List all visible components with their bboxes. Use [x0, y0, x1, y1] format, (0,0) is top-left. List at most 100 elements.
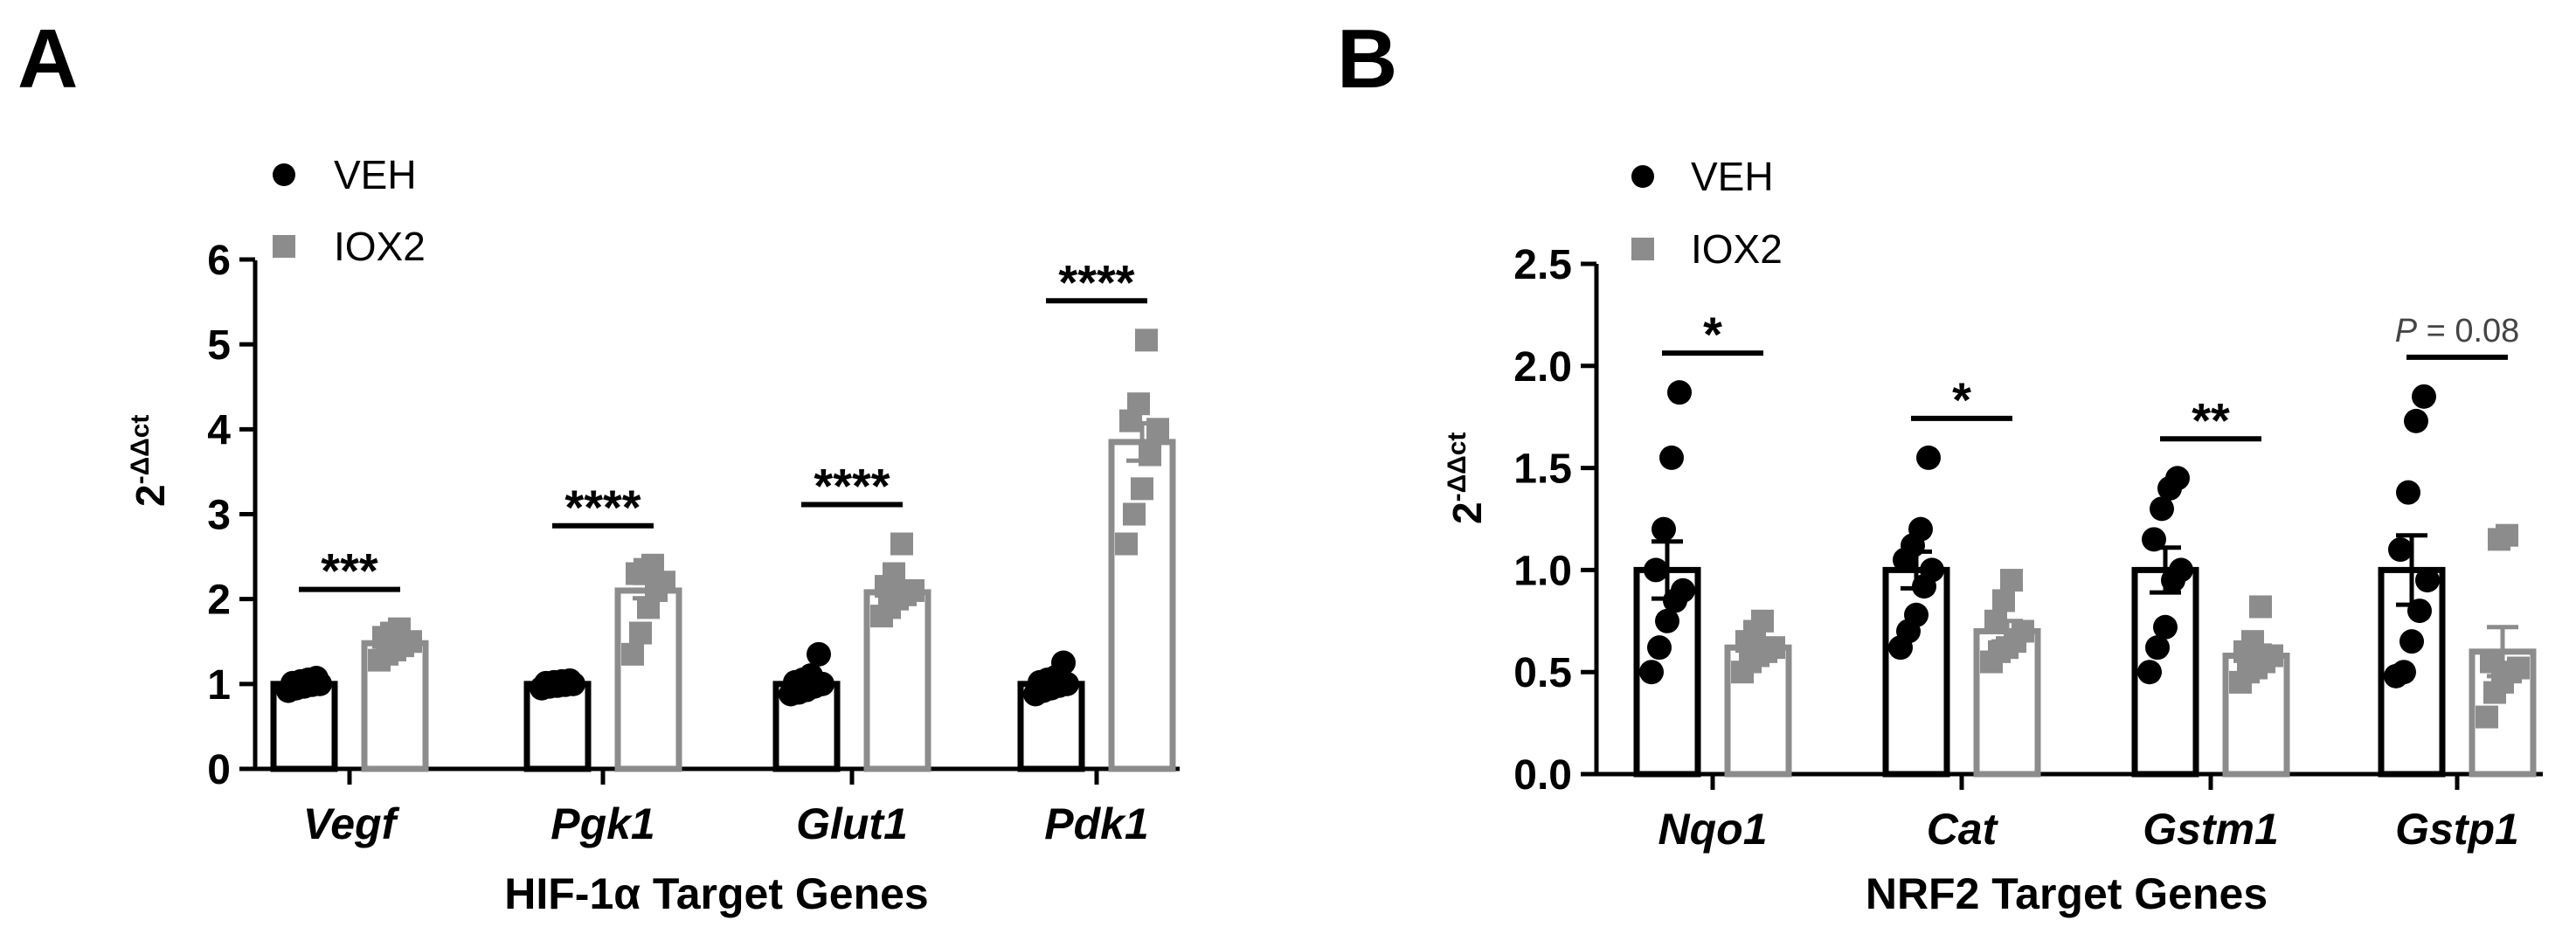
bar-veh: [1882, 566, 1950, 778]
y-tick-label: 0.0: [1513, 752, 1572, 799]
data-point-veh: [1920, 557, 1944, 583]
panel-label-a: A: [17, 12, 78, 106]
data-point-veh: [2404, 408, 2428, 433]
y-tick-label: 6: [207, 238, 231, 284]
data-point-veh: [1655, 608, 1679, 633]
data-point-iox2: [883, 562, 905, 585]
significance-label: **: [2192, 392, 2230, 447]
data-point-veh: [799, 663, 823, 688]
y-tick-label: 2: [207, 578, 231, 624]
data-point-veh: [2412, 384, 2436, 409]
y-tick-label: 0: [207, 747, 231, 793]
data-point-iox2: [2249, 595, 2272, 619]
data-point-iox2: [1135, 329, 1158, 352]
category-label: Pgk1: [551, 799, 655, 848]
y-tick-label: 1.5: [1513, 446, 1572, 493]
data-point-veh: [2392, 660, 2416, 685]
significance-label: *: [1703, 307, 1722, 362]
panel-b: B VEH IOX2 2-ΔΔct 0.0 0.5 1.0 1.5 2.0 2.5 Nqo…: [1337, 12, 2543, 918]
data-point-veh: [1916, 445, 1941, 470]
y-axis-title-exp-a: -ΔΔct: [126, 415, 155, 485]
legend-b: VEH IOX2: [1631, 154, 1783, 272]
data-point-iox2: [2012, 619, 2034, 643]
legend-iox2-label-b: IOX2: [1691, 226, 1783, 272]
category-label: Nqo1: [1658, 805, 1768, 854]
data-point-iox2: [2241, 630, 2264, 654]
significance-label: ****: [814, 459, 890, 514]
x-axis-title-b: NRF2 Target Genes: [1866, 869, 2268, 918]
data-point-iox2: [1992, 589, 2015, 612]
data-point-veh: [1644, 557, 1668, 583]
data-point-iox2: [629, 621, 652, 645]
data-point-iox2: [2000, 569, 2023, 592]
p-value-symbol: P: [2395, 313, 2418, 349]
data-point-veh: [2169, 557, 2193, 583]
data-point-iox2: [1127, 392, 1150, 416]
y-ticks-a: 0 1 2 3 4 5 6: [207, 238, 255, 793]
data-point-veh: [1667, 380, 1692, 405]
y-axis-title-exp-b: -ΔΔct: [1443, 432, 1472, 502]
category-label: Gstp1: [2395, 805, 2519, 854]
panel-label-b: B: [1337, 12, 1397, 106]
y-axis-title-base-b: 2: [1444, 502, 1490, 524]
x-axis-title-a: HIF-1α Target Genes: [504, 869, 928, 918]
data-point-veh: [2153, 614, 2178, 640]
y-axis-title-b: 2-ΔΔct: [1443, 432, 1490, 524]
data-point-veh: [1908, 516, 1933, 542]
legend-veh-label-b: VEH: [1691, 154, 1774, 199]
data-point-iox2: [2261, 644, 2283, 668]
data-point-iox2: [2480, 650, 2503, 674]
legend-iox2-marker-a: [273, 235, 295, 258]
significance-label: ****: [564, 480, 641, 535]
significance-label: ****: [1058, 254, 1134, 309]
category-label: Gstm1: [2143, 805, 2279, 854]
y-tick-label: 1.0: [1513, 548, 1572, 594]
data-point-veh: [1652, 516, 1676, 542]
data-point-veh: [2415, 568, 2440, 593]
p-value-label: P = 0.08: [2395, 313, 2520, 349]
bar-iox2: [614, 587, 682, 772]
bars-a: Vegf *** Pgk1 **** Glut1 **** Pdk1 ****: [270, 254, 1176, 848]
y-tick-label: 4: [207, 407, 231, 453]
y-axis-title-base-a: 2: [128, 484, 173, 507]
y-ticks-b: 0.0 0.5 1.0 1.5 2.0 2.5: [1513, 242, 1596, 799]
legend-veh-marker-a: [273, 163, 295, 186]
p-value-number: = 0.08: [2417, 313, 2519, 349]
legend-a: VEH IOX2: [273, 152, 426, 269]
data-point-iox2: [621, 642, 644, 666]
data-point-veh: [1639, 660, 1664, 685]
data-point-iox2: [2496, 523, 2518, 547]
y-tick-label: 3: [207, 493, 231, 539]
y-tick-label: 2.5: [1513, 242, 1572, 288]
y-tick-label: 1: [207, 662, 231, 709]
data-point-veh: [1904, 602, 1929, 627]
category-label: Pdk1: [1044, 799, 1149, 848]
category-label: Glut1: [796, 799, 908, 848]
significance-label: *: [1952, 372, 1971, 427]
data-point-veh: [2137, 660, 2162, 685]
legend-iox2-marker-b: [1631, 238, 1654, 260]
data-point-iox2: [641, 553, 664, 577]
data-point-veh: [2165, 466, 2190, 491]
data-point-iox2: [890, 532, 913, 556]
data-point-veh: [1659, 445, 1684, 470]
legend-veh-label-a: VEH: [334, 152, 417, 197]
data-point-veh: [1051, 650, 1076, 675]
y-tick-label: 0.5: [1513, 650, 1572, 696]
data-point-veh: [2399, 629, 2424, 654]
y-axis-title-a: 2-ΔΔct: [126, 415, 173, 507]
bars-b: Nqo1 * Cat * Gstm1 ** Gstp1 P = 0.08: [1633, 307, 2537, 854]
data-point-iox2: [1751, 609, 1774, 633]
data-point-iox2: [1123, 502, 1146, 526]
data-point-veh: [2145, 635, 2170, 661]
data-point-iox2: [2476, 705, 2498, 729]
data-point-veh: [1647, 635, 1672, 661]
data-point-veh: [2150, 496, 2174, 522]
y-tick-label: 5: [207, 322, 231, 369]
y-tick-label: 2.0: [1513, 344, 1572, 391]
category-label: Cat: [1927, 805, 1999, 854]
data-point-veh: [807, 641, 831, 667]
